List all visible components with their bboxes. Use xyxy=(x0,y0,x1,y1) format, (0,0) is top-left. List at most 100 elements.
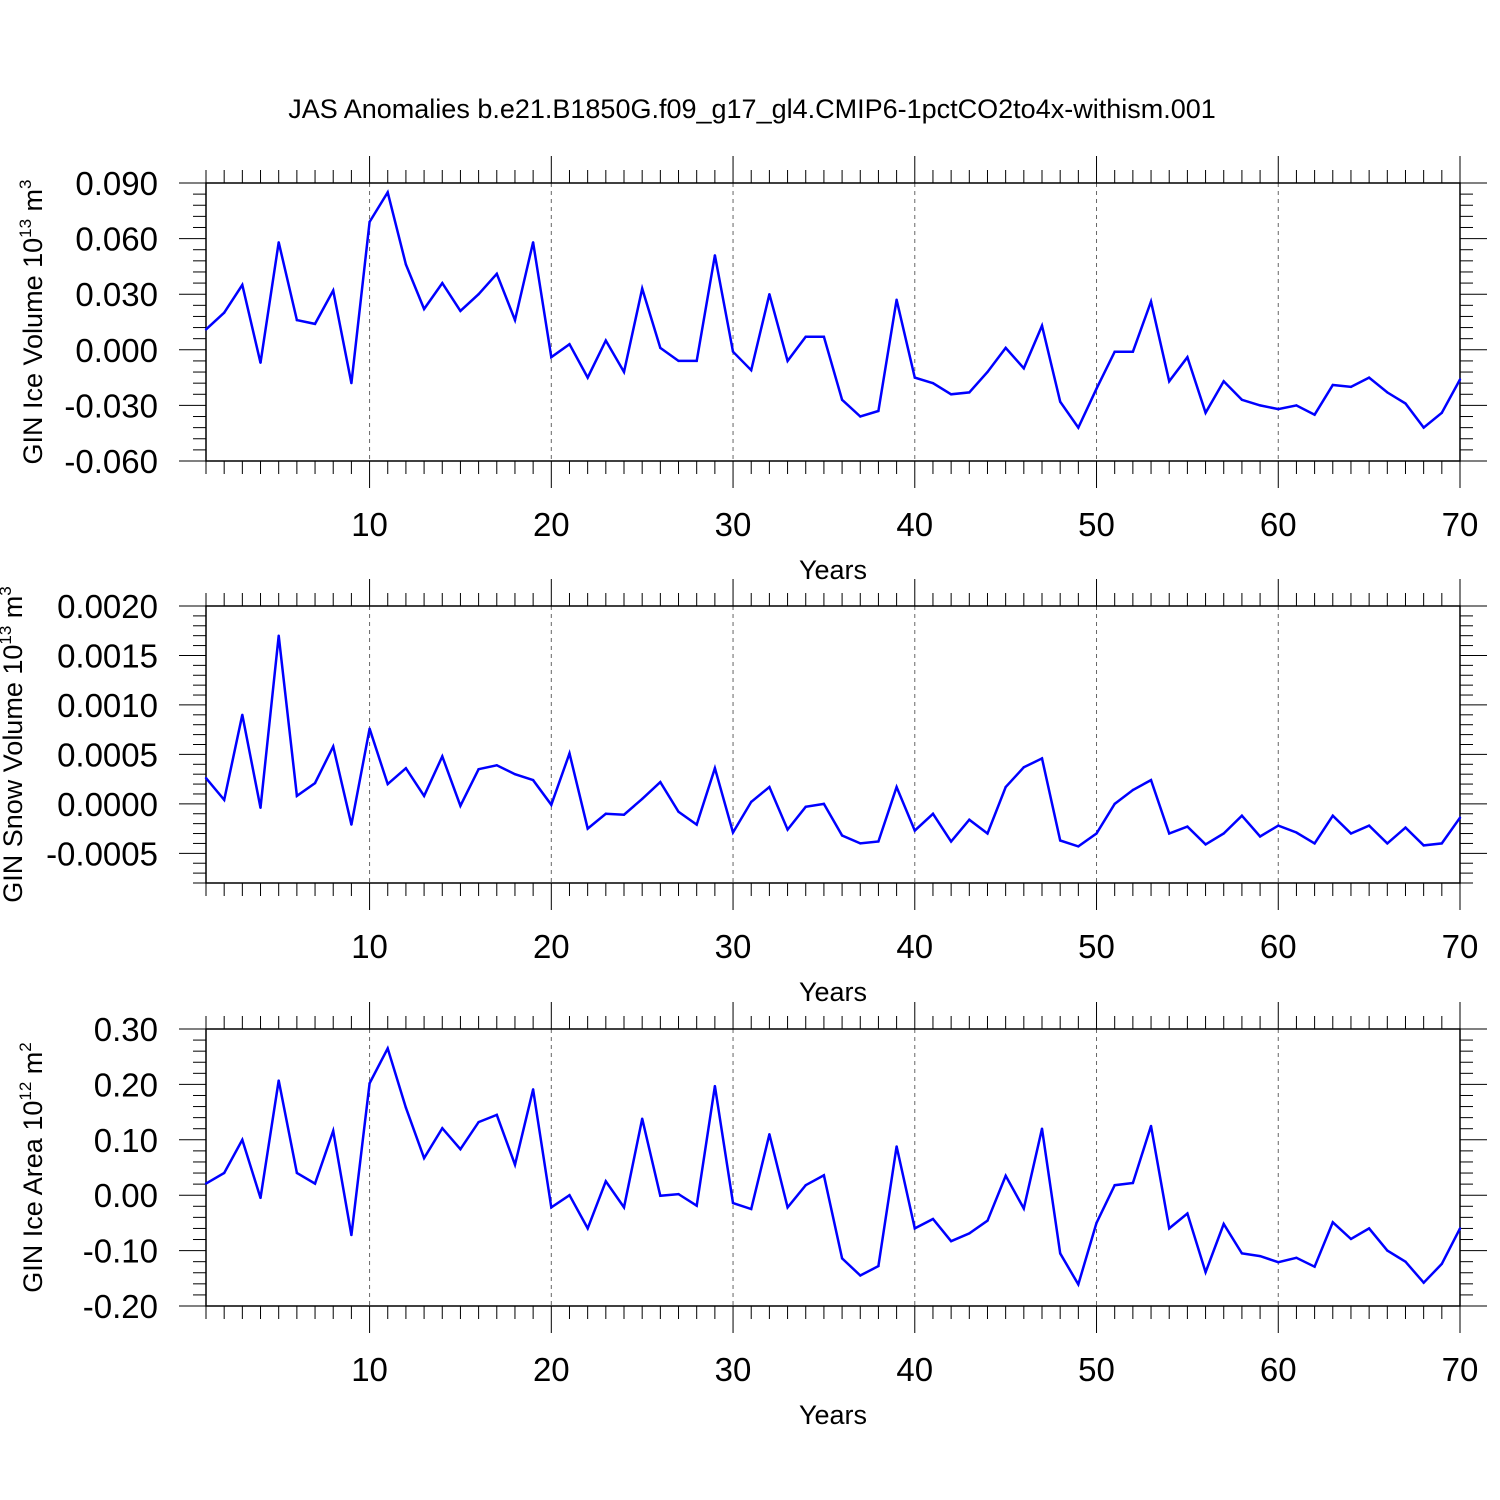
data-point xyxy=(931,381,935,385)
data-point xyxy=(1240,1252,1244,1255)
data-point xyxy=(1367,376,1371,379)
y-axis-label-main: GIN Snow Volume 10 xyxy=(0,645,28,903)
data-point xyxy=(695,359,698,363)
data-point xyxy=(931,1217,935,1221)
data-point xyxy=(1040,1127,1044,1130)
data-point xyxy=(222,1171,226,1175)
data-point xyxy=(768,1133,771,1136)
data-point xyxy=(750,1207,753,1211)
y-tick-label: -0.060 xyxy=(64,443,158,480)
data-point xyxy=(422,794,426,798)
data-point xyxy=(840,1257,844,1260)
series-line xyxy=(205,1045,1462,1288)
data-point xyxy=(640,287,644,290)
x-tick-label: 50 xyxy=(1078,928,1115,965)
data-point xyxy=(1204,1271,1207,1274)
data-point xyxy=(1222,380,1225,383)
data-point xyxy=(1258,404,1262,407)
data-point xyxy=(804,335,807,339)
data-point xyxy=(1222,832,1225,835)
data-point xyxy=(1077,845,1080,848)
data-point xyxy=(568,343,571,346)
x-tick-label: 10 xyxy=(351,506,388,543)
y-tick-label: 0.000 xyxy=(75,332,158,369)
data-point xyxy=(1440,1262,1444,1266)
data-point xyxy=(804,805,807,809)
data-point xyxy=(731,350,735,353)
data-point xyxy=(531,241,535,244)
data-point xyxy=(1022,1207,1026,1210)
data-point xyxy=(1040,757,1044,760)
data-point xyxy=(1095,832,1098,835)
x-tick-label: 70 xyxy=(1442,928,1479,965)
data-point xyxy=(622,813,626,816)
data-point xyxy=(586,376,589,379)
data-point xyxy=(1058,1252,1062,1255)
y-axis-label-unit: m xyxy=(18,189,48,219)
data-point xyxy=(622,370,626,374)
data-point xyxy=(659,780,662,784)
data-point xyxy=(713,254,717,257)
data-point xyxy=(1131,788,1135,792)
data-point xyxy=(949,840,953,843)
data-point xyxy=(404,767,408,770)
y-tick-label: 0.10 xyxy=(94,1122,158,1159)
y-tick-label: 0.0015 xyxy=(57,637,158,674)
y-axis-label-unit-exponent: 3 xyxy=(16,179,35,188)
x-tick-label: 10 xyxy=(351,928,388,965)
data-point xyxy=(877,409,880,413)
data-point xyxy=(1331,383,1334,387)
data-point xyxy=(1458,816,1462,819)
data-point xyxy=(968,818,971,821)
data-point xyxy=(368,1082,371,1085)
y-axis-label-exponent: 13 xyxy=(16,219,35,238)
data-point xyxy=(350,823,353,826)
plot-frame xyxy=(205,182,1461,462)
data-point xyxy=(277,1079,280,1082)
data-point xyxy=(859,415,862,418)
y-tick-label: 0.060 xyxy=(75,221,158,258)
data-point xyxy=(1131,1181,1135,1185)
x-tick-label: 70 xyxy=(1442,1351,1479,1388)
data-point xyxy=(895,1145,898,1148)
data-point xyxy=(259,806,262,810)
chart-panel-1: 10 20 30 40 50 60 70 -0.060 -0.030 0.000 0.030 0.06… xyxy=(16,156,1487,585)
data-point xyxy=(713,767,717,770)
data-point xyxy=(1349,832,1353,835)
data-point xyxy=(1404,402,1407,405)
y-axis-label-unit: m xyxy=(0,596,28,626)
data-point xyxy=(895,298,898,301)
x-tick-label: 30 xyxy=(715,506,752,543)
y-tick-label: -0.030 xyxy=(64,387,158,424)
data-point xyxy=(495,272,498,276)
y-axis-label-unit-exponent: 2 xyxy=(16,1042,35,1051)
data-point xyxy=(968,391,971,394)
series-line xyxy=(205,189,1462,431)
data-point xyxy=(1258,835,1262,838)
data-point xyxy=(931,812,935,815)
data-point xyxy=(1458,1227,1462,1230)
data-point xyxy=(1168,1227,1171,1230)
data-point xyxy=(659,346,662,350)
y-tick-label: -0.20 xyxy=(83,1288,158,1325)
chart-panel-3: 10 20 30 40 50 60 70 -0.20 -0.10 0.00 0.10 0.20 0.30… xyxy=(16,1002,1487,1430)
data-point xyxy=(459,1148,462,1151)
data-point xyxy=(1367,824,1371,827)
data-point xyxy=(913,1227,916,1230)
data-point xyxy=(1404,826,1407,829)
data-point xyxy=(204,776,208,780)
x-tick-label: 60 xyxy=(1260,506,1297,543)
data-point xyxy=(332,745,335,748)
data-point xyxy=(441,281,444,285)
data-point xyxy=(332,289,335,292)
data-point xyxy=(222,798,226,802)
data-point xyxy=(640,1117,644,1120)
data-point xyxy=(1186,1212,1189,1215)
data-point xyxy=(386,191,389,194)
data-point xyxy=(332,1129,335,1133)
y-axis-label-unit: m xyxy=(18,1052,48,1082)
x-axis-label: Years xyxy=(799,977,867,1007)
plot-frame xyxy=(205,1028,1461,1307)
data-point xyxy=(1113,1184,1116,1187)
